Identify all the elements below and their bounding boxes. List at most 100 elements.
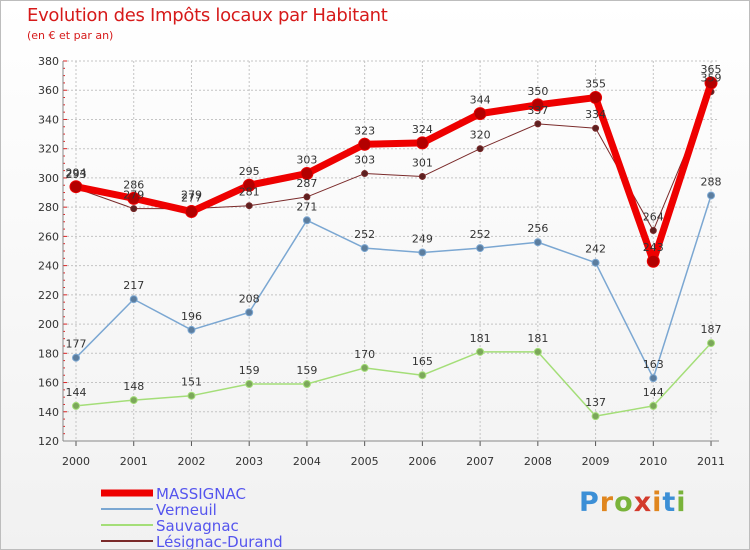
data-label-massignac: 344 [470,94,491,107]
x-tick-label: 2011 [697,455,725,468]
data-point-verneuil [418,248,427,257]
data-label-verneuil: 249 [412,232,433,245]
data-point-sauvagnac [129,396,138,405]
data-label-verneuil: 208 [239,292,260,305]
logo-letter: o [614,487,634,518]
data-label-l-signac-durand: 264 [643,211,664,224]
x-tick-label: 2009 [582,455,610,468]
y-tick-label: 240 [38,260,59,273]
data-label-sauvagnac: 148 [123,380,144,393]
data-point-verneuil [707,191,716,200]
data-label-verneuil: 196 [181,310,202,323]
data-label-l-signac-durand: 334 [585,108,606,121]
axes: 120 140 160 180 200 220 240 260 280 300 320 340 360 3… [38,55,725,468]
series-line-massignac [72,79,715,265]
legend-label-l-signac-durand: Lésignac-Durand [156,533,283,550]
data-point-verneuil [245,308,254,317]
data-point-sauvagnac [302,380,311,388]
x-tick-label: 2001 [120,455,148,468]
data-point-sauvagnac [476,347,485,356]
logo-letter: r [599,487,615,518]
y-tick-label: 120 [38,435,59,448]
y-tick-label: 320 [38,143,59,156]
data-label-verneuil: 252 [470,228,491,241]
data-label-sauvagnac: 181 [470,332,491,345]
data-point-massignac [358,137,372,151]
data-label-l-signac-durand: 287 [296,177,317,190]
legend-label-massignac: MASSIGNAC [156,485,246,503]
series-layer [69,76,718,421]
x-tick-label: 2005 [351,455,379,468]
data-label-sauvagnac: 144 [643,386,664,399]
data-point-l-signac-durand [649,227,657,235]
data-label-sauvagnac: 137 [585,396,606,409]
data-point-l-signac-durand [130,205,138,213]
x-tick-label: 2002 [177,455,205,468]
data-label-massignac: 324 [412,123,433,136]
data-label-massignac: 243 [643,241,664,254]
data-label-verneuil: 242 [585,243,606,256]
data-point-verneuil [476,244,485,253]
data-point-verneuil [187,325,196,334]
data-label-sauvagnac: 144 [66,386,87,399]
proxiti-logo: Proxiti [579,487,687,518]
data-label-l-signac-durand: 303 [354,154,375,167]
data-point-sauvagnac [649,401,658,410]
data-label-sauvagnac: 159 [239,364,260,377]
data-label-massignac: 303 [296,154,317,167]
data-point-l-signac-durand [361,170,369,178]
data-label-sauvagnac: 170 [354,348,375,361]
data-point-massignac [646,254,660,268]
data-point-verneuil [129,295,138,304]
data-label-l-signac-durand: 320 [470,129,491,142]
x-tick-label: 2004 [293,455,321,468]
y-tick-label: 160 [38,377,59,390]
x-tick-label: 2000 [62,455,90,468]
legend: MASSIGNACVerneuilSauvagnacLésignac-Duran… [101,485,283,550]
data-label-massignac: 365 [701,63,722,76]
data-label-verneuil: 177 [66,338,87,351]
data-label-massignac: 350 [527,85,548,98]
y-tick-label: 380 [38,55,59,68]
x-tick-label: 2010 [639,455,667,468]
data-point-massignac [531,98,545,112]
data-label-verneuil: 217 [123,279,144,292]
data-point-sauvagnac [187,391,196,400]
y-tick-label: 140 [38,406,59,419]
y-tick-label: 280 [38,201,59,214]
legend-label-verneuil: Verneuil [156,501,217,519]
data-point-massignac [127,191,141,205]
data-label-l-signac-durand: 279 [181,189,202,202]
data-label-sauvagnac: 187 [701,323,722,336]
series-line-verneuil [75,194,712,379]
data-label-massignac: 277 [181,192,202,205]
y-tick-label: 180 [38,347,59,360]
data-point-sauvagnac [591,412,600,421]
logo-letter: t [662,487,677,518]
data-point-sauvagnac [245,380,254,388]
data-point-l-signac-durand [592,124,600,132]
data-point-verneuil [72,353,80,362]
data-point-sauvagnac [72,401,80,410]
data-label-massignac: 295 [239,165,260,178]
data-label-massignac: 355 [585,78,606,91]
data-point-massignac [415,136,429,150]
data-label-l-signac-durand: 281 [239,186,260,199]
x-tick-label: 2006 [408,455,436,468]
data-point-verneuil [360,244,369,253]
data-point-sauvagnac [533,347,542,356]
chart-title: Evolution des Impôts locaux par Habitant [27,5,388,26]
series-line-sauvagnac [75,342,712,417]
data-label-sauvagnac: 159 [296,364,317,377]
logo-letter: i [652,487,663,518]
data-point-massignac [300,167,314,181]
data-point-l-signac-durand [245,202,253,210]
data-label-massignac: 294 [66,167,87,180]
data-label-l-signac-durand: 359 [701,72,722,85]
grid [63,60,719,442]
data-label-verneuil: 288 [701,175,722,188]
data-label-sauvagnac: 151 [181,376,202,389]
data-point-l-signac-durand [476,145,484,153]
